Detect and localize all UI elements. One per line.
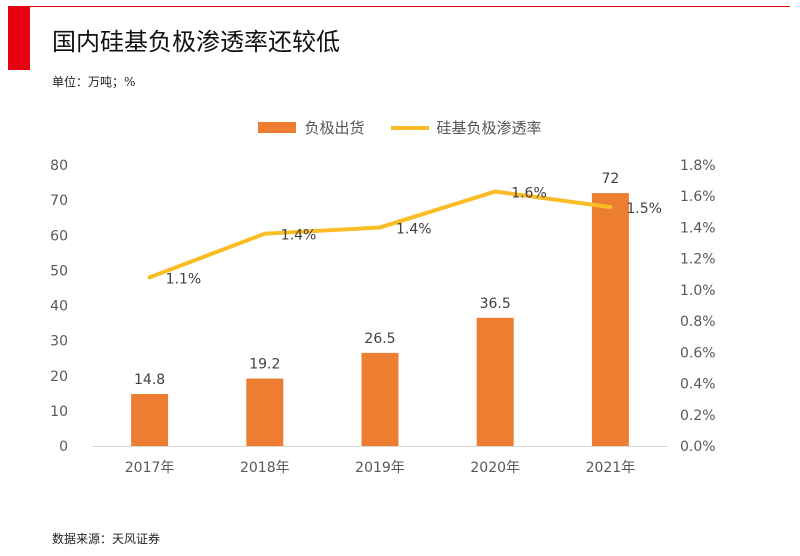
- y-tick-label-right: 1.6%: [680, 189, 716, 205]
- bar: [591, 193, 629, 446]
- line-series: [147, 189, 613, 280]
- bar-value-label: 36.5: [480, 296, 511, 312]
- y-tick-label-right: 0.0%: [680, 439, 716, 455]
- line-value-label: 1.6%: [511, 186, 547, 202]
- line-value-label: 1.4%: [396, 221, 432, 237]
- unit-note: 单位：万吨；%: [52, 75, 136, 89]
- y-tick-label-left: 70: [50, 193, 68, 209]
- y-tick-label-left: 30: [50, 334, 68, 350]
- legend-item-bar: 负极出货: [258, 117, 365, 138]
- line-value-label: 1.1%: [166, 271, 202, 287]
- bar: [246, 378, 284, 446]
- bar-value-label: 72: [601, 171, 619, 187]
- bar: [131, 394, 169, 446]
- y-tick-label-left: 60: [50, 228, 68, 244]
- y-tick-label-left: 80: [50, 158, 68, 174]
- legend-bar-label: 负极出货: [304, 119, 365, 137]
- bar: [476, 317, 514, 446]
- y-tick-label-right: 0.6%: [680, 345, 716, 361]
- y-tick-label-left: 10: [50, 404, 68, 420]
- brand-accent-bar: [8, 6, 30, 70]
- y-tick-label-left: 0: [59, 439, 68, 455]
- legend-line-swatch: [390, 125, 429, 130]
- line-value-label: 1.4%: [281, 228, 317, 244]
- legend-bar-swatch: [258, 122, 297, 133]
- x-tick-label: 2020年: [470, 460, 520, 476]
- y-tick-label-right: 1.4%: [680, 220, 716, 236]
- legend: 负极出货 硅基负极渗透率: [0, 117, 800, 138]
- legend-line-label: 硅基负极渗透率: [436, 119, 542, 137]
- y-tick-label-left: 40: [50, 299, 68, 315]
- header-rule: [30, 6, 790, 7]
- x-tick-label: 2017年: [125, 460, 175, 476]
- legend-item-line: 硅基负极渗透率: [390, 117, 542, 138]
- bar: [361, 352, 399, 446]
- bar-value-label: 26.5: [364, 331, 395, 347]
- y-tick-label-right: 1.0%: [680, 283, 716, 299]
- y-tick-label-right: 1.2%: [680, 252, 716, 268]
- line-value-label: 1.5%: [626, 201, 662, 217]
- y-tick-label-right: 0.8%: [680, 314, 716, 330]
- y-tick-label-right: 0.2%: [680, 408, 716, 424]
- x-tick-label: 2021年: [586, 460, 636, 476]
- y-tick-label-right: 1.8%: [680, 158, 716, 174]
- bar-value-label: 14.8: [134, 372, 165, 388]
- y-tick-label-right: 0.4%: [680, 377, 716, 393]
- source-note: 数据来源：天风证券: [52, 532, 161, 546]
- x-tick-label: 2019年: [355, 460, 405, 476]
- y-tick-label-left: 50: [50, 263, 68, 279]
- y-tick-label-left: 20: [50, 369, 68, 385]
- x-tick-label: 2018年: [240, 460, 290, 476]
- bar-value-label: 19.2: [249, 357, 280, 373]
- chart-title: 国内硅基负极渗透率还较低: [52, 28, 340, 56]
